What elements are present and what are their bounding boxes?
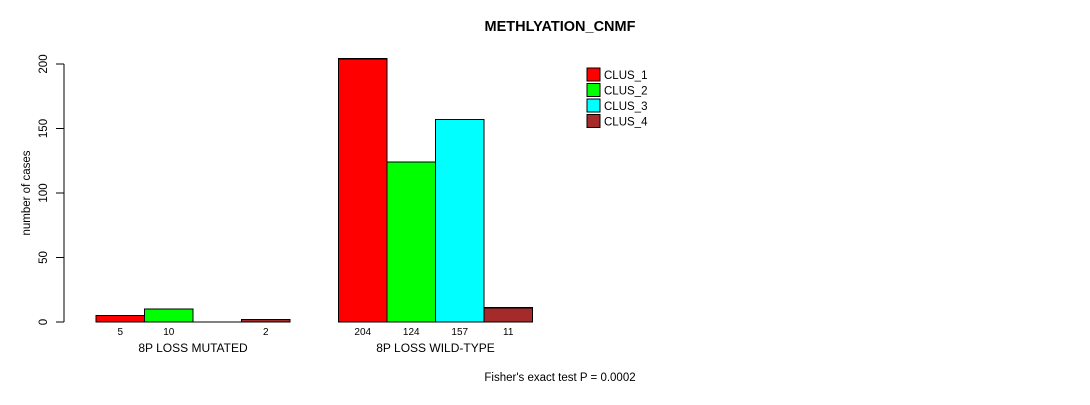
bar-CLUS_2 [143,308,194,323]
legend: CLUS_1 CLUS_2 CLUS_3 CLUS_4 [586,67,648,129]
bar-value-labels: 5 10 2 204 124 157 11 [117,327,513,338]
category-label: 8P LOSS WILD-TYPE [376,341,494,355]
category-labels: 8P LOSS MUTATED 8P LOSS WILD-TYPE [138,341,494,355]
legend-swatch-CLUS_2 [586,83,601,97]
bars-group [95,58,534,323]
bar-CLUS_1 [95,314,146,323]
y-tick-label: 150 [38,119,50,138]
bar-CLUS_2 [386,161,437,323]
legend-label: CLUS_3 [604,101,647,113]
y-tick-label: 50 [38,251,50,264]
chart-title: METHLYATION_CNMF [485,19,636,35]
legend-swatch-CLUS_4 [586,114,601,128]
bar-CLUS_3 [434,118,485,323]
legend-swatch-CLUS_1 [586,67,601,82]
bar-value-label: 157 [451,327,468,338]
bar-value-label: 2 [263,327,269,338]
legend-label: CLUS_1 [604,70,647,82]
bar-value-label: 5 [117,327,123,338]
y-tick-label: 200 [38,54,50,73]
category-label: 8P LOSS MUTATED [138,341,248,355]
caption: Fisher's exact test P = 0.0002 [484,372,635,384]
y-axis: 0 50 100 150 200 [38,54,65,325]
bar-value-label: 124 [403,327,420,338]
legend-swatch-CLUS_3 [586,98,601,113]
bar-CLUS_4 [240,318,291,323]
bar-value-label: 10 [163,327,175,338]
y-tick-label: 100 [38,183,50,202]
bar-CLUS_1 [337,58,388,323]
y-tick-label: 0 [38,319,50,325]
y-axis-label: number of cases [21,150,33,235]
bar-CLUS_4 [483,307,534,323]
bar-value-label: 11 [503,327,514,338]
legend-label: CLUS_2 [604,86,647,98]
bar-value-label: 204 [354,327,371,338]
legend-label: CLUS_4 [604,117,648,129]
